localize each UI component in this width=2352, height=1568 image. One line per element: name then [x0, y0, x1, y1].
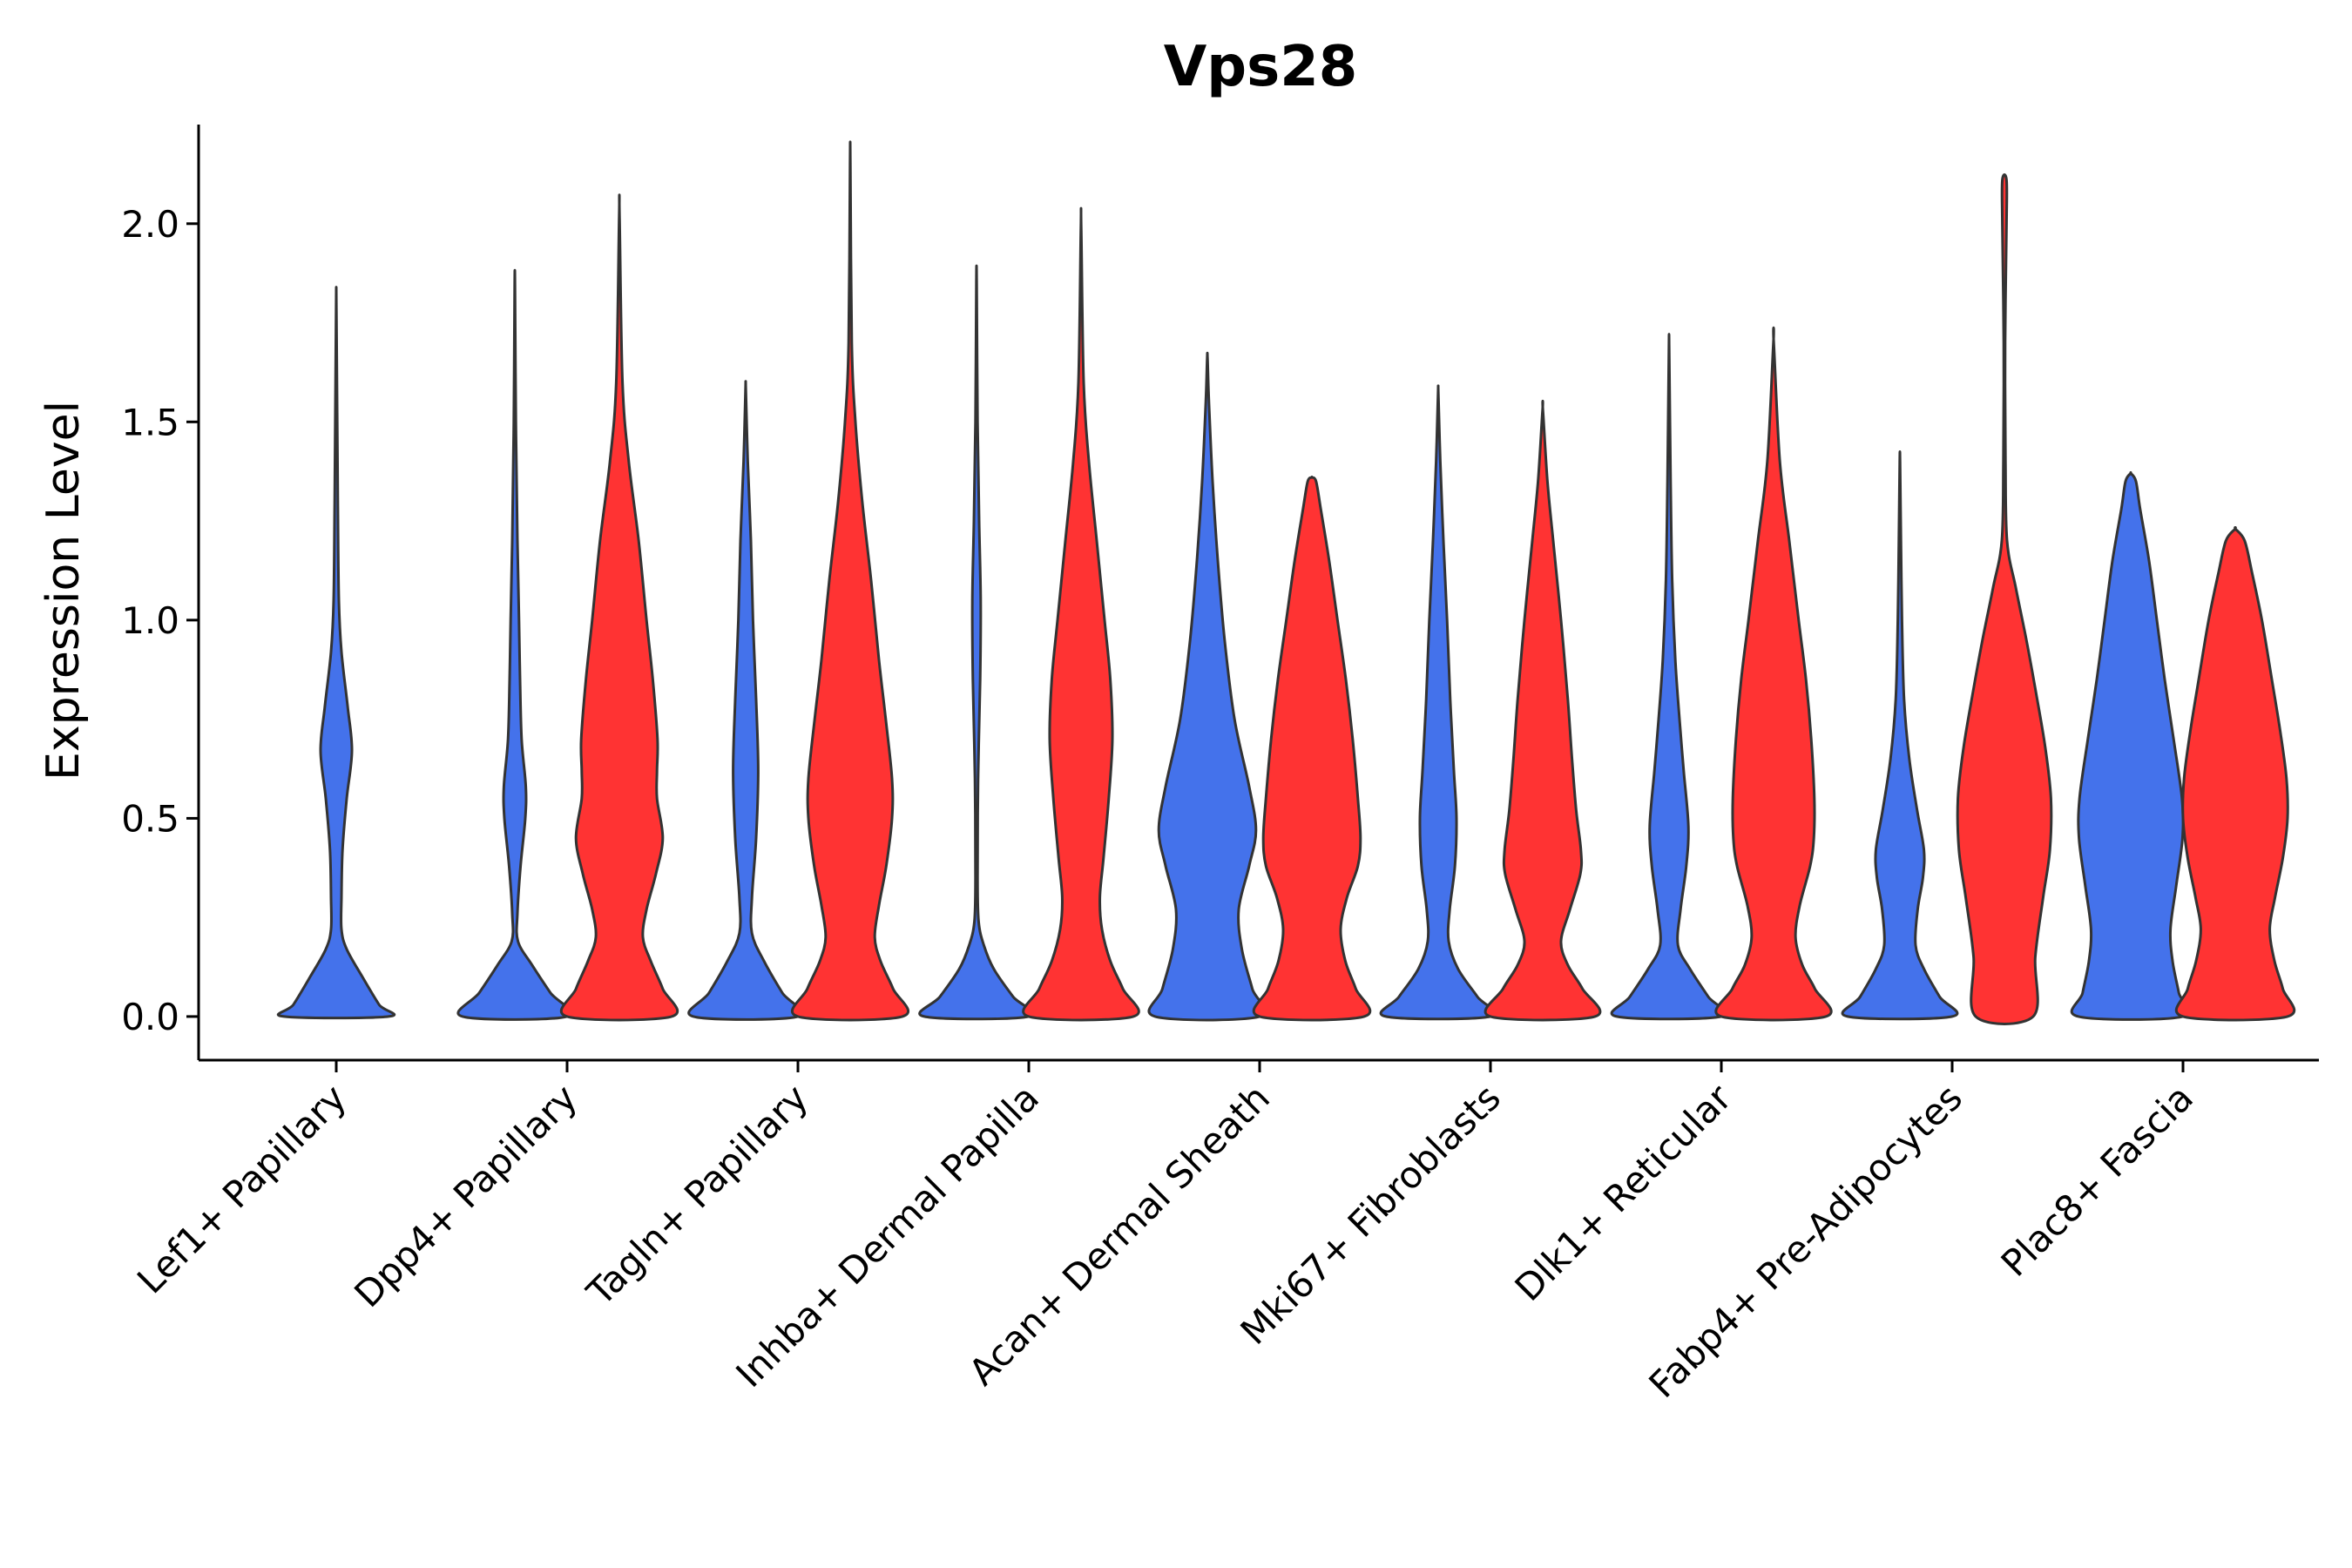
violin-group-2 — [559, 193, 679, 1022]
x-tick-label: Dlk1+ Reticular — [1507, 1076, 1740, 1309]
x-tick-label: Plac8+ Fascia — [1993, 1076, 2201, 1284]
violin-group-1 — [276, 286, 396, 1020]
y-tick-label: 0.0 — [121, 996, 179, 1038]
violin-group-2 — [1484, 399, 1602, 1022]
y-tick-label: 1.0 — [121, 599, 179, 642]
violin-group-2 — [790, 140, 910, 1022]
violin-group-2 — [1022, 206, 1140, 1022]
violin-group-1 — [1147, 351, 1267, 1022]
y-tick-label: 2.0 — [121, 203, 179, 246]
violin-group-1 — [2070, 470, 2192, 1021]
violin-group-2 — [1252, 475, 1372, 1022]
x-tick-label: Lef1+ Papillary — [129, 1076, 355, 1301]
y-tick-label: 1.5 — [121, 401, 179, 443]
y-axis-label: Expression Level — [37, 401, 90, 781]
x-tick-label: Dpp4+ Papillary — [346, 1076, 585, 1315]
y-axis-ticks: 0.0 0.5 1.0 1.5 2.0 — [121, 203, 199, 1038]
violin-group-1 — [1610, 333, 1728, 1021]
y-tick-label: 0.5 — [121, 797, 179, 840]
chart-title: Vps28 — [1164, 35, 1358, 99]
violin-group-1 — [918, 264, 1035, 1021]
violin-group-1 — [1379, 384, 1497, 1021]
violin-group-1 — [1841, 449, 1959, 1021]
violin-layer — [276, 140, 2296, 1025]
violin-group-1 — [456, 268, 573, 1021]
violin-group-1 — [687, 380, 804, 1021]
x-tick-label: Mki67+ Fibroblasts — [1233, 1076, 1509, 1352]
violin-group-2 — [1956, 172, 2053, 1025]
violin-group-2 — [1714, 326, 1833, 1022]
violin-group-2 — [2174, 525, 2296, 1022]
x-tick-label: Tagln+ Papillary — [578, 1076, 816, 1314]
